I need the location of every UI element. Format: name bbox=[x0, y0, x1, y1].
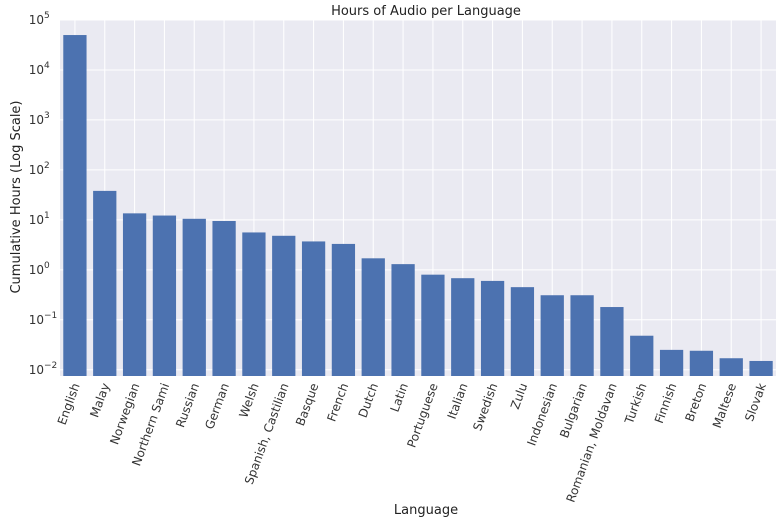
x-tick-label: Finnish bbox=[652, 381, 679, 425]
x-tick-label: Latin bbox=[388, 381, 411, 414]
bar bbox=[480, 280, 505, 376]
x-tick-label: Indonesian bbox=[524, 381, 560, 447]
bar bbox=[361, 258, 385, 376]
x-tick-label: Maltese bbox=[710, 381, 739, 430]
bar bbox=[63, 35, 87, 376]
bar bbox=[122, 213, 147, 376]
x-axis-label: Language bbox=[394, 503, 458, 518]
y-tick-label: 101 bbox=[29, 211, 50, 227]
bar bbox=[510, 287, 535, 376]
bar bbox=[212, 220, 236, 376]
x-tick-label: Breton bbox=[682, 381, 709, 423]
y-tick-label: 100 bbox=[29, 261, 50, 277]
x-tick-label: Swedish bbox=[470, 381, 500, 432]
bar bbox=[421, 274, 445, 376]
bar bbox=[570, 295, 594, 376]
x-tick-label: Basque bbox=[293, 381, 321, 428]
bar bbox=[600, 307, 624, 376]
bar bbox=[242, 232, 266, 376]
x-tick-label: Italian bbox=[445, 381, 471, 421]
y-tick-label: 10−2 bbox=[29, 361, 58, 377]
bar bbox=[630, 335, 654, 376]
bar bbox=[93, 190, 117, 376]
x-tick-label: Malay bbox=[87, 381, 112, 419]
y-tick-label: 102 bbox=[29, 161, 50, 177]
y-axis-ticks: 10−2 10−1 100 101 102 103 104 105 bbox=[29, 11, 58, 377]
bar bbox=[749, 360, 773, 376]
x-tick-label: Russian bbox=[173, 381, 202, 429]
x-tick-label: Welsh bbox=[236, 381, 261, 419]
bar bbox=[659, 349, 684, 376]
bar bbox=[301, 241, 326, 376]
x-tick-label: Turkish bbox=[622, 381, 650, 426]
x-tick-label: French bbox=[324, 381, 351, 423]
y-tick-label: 104 bbox=[29, 61, 50, 77]
bar bbox=[719, 358, 743, 376]
x-tick-label: Dutch bbox=[356, 381, 381, 419]
bar bbox=[152, 215, 177, 376]
bar bbox=[391, 264, 415, 376]
y-tick-label: 105 bbox=[29, 11, 50, 27]
y-axis-label: Cumulative Hours (Log Scale) bbox=[9, 100, 24, 293]
y-tick-label: 10−1 bbox=[29, 311, 58, 327]
x-tick-label: German bbox=[202, 381, 232, 431]
bars bbox=[63, 35, 773, 376]
x-tick-label: Norwegian bbox=[107, 381, 142, 446]
x-tick-label: Slovak bbox=[742, 381, 769, 423]
plot-area bbox=[60, 20, 776, 376]
y-tick-label: 103 bbox=[29, 111, 50, 127]
bar bbox=[540, 295, 564, 376]
bar bbox=[689, 350, 714, 376]
chart-title: Hours of Audio per Language bbox=[331, 4, 521, 19]
bar bbox=[182, 218, 206, 376]
x-tick-label: English bbox=[55, 381, 83, 427]
bar bbox=[451, 278, 475, 376]
bar bbox=[272, 235, 296, 376]
x-tick-label: Zulu bbox=[508, 381, 530, 411]
bar bbox=[331, 243, 356, 376]
x-tick-label: Portuguese bbox=[404, 381, 440, 449]
x-tick-label: Bulgarian bbox=[557, 381, 590, 440]
